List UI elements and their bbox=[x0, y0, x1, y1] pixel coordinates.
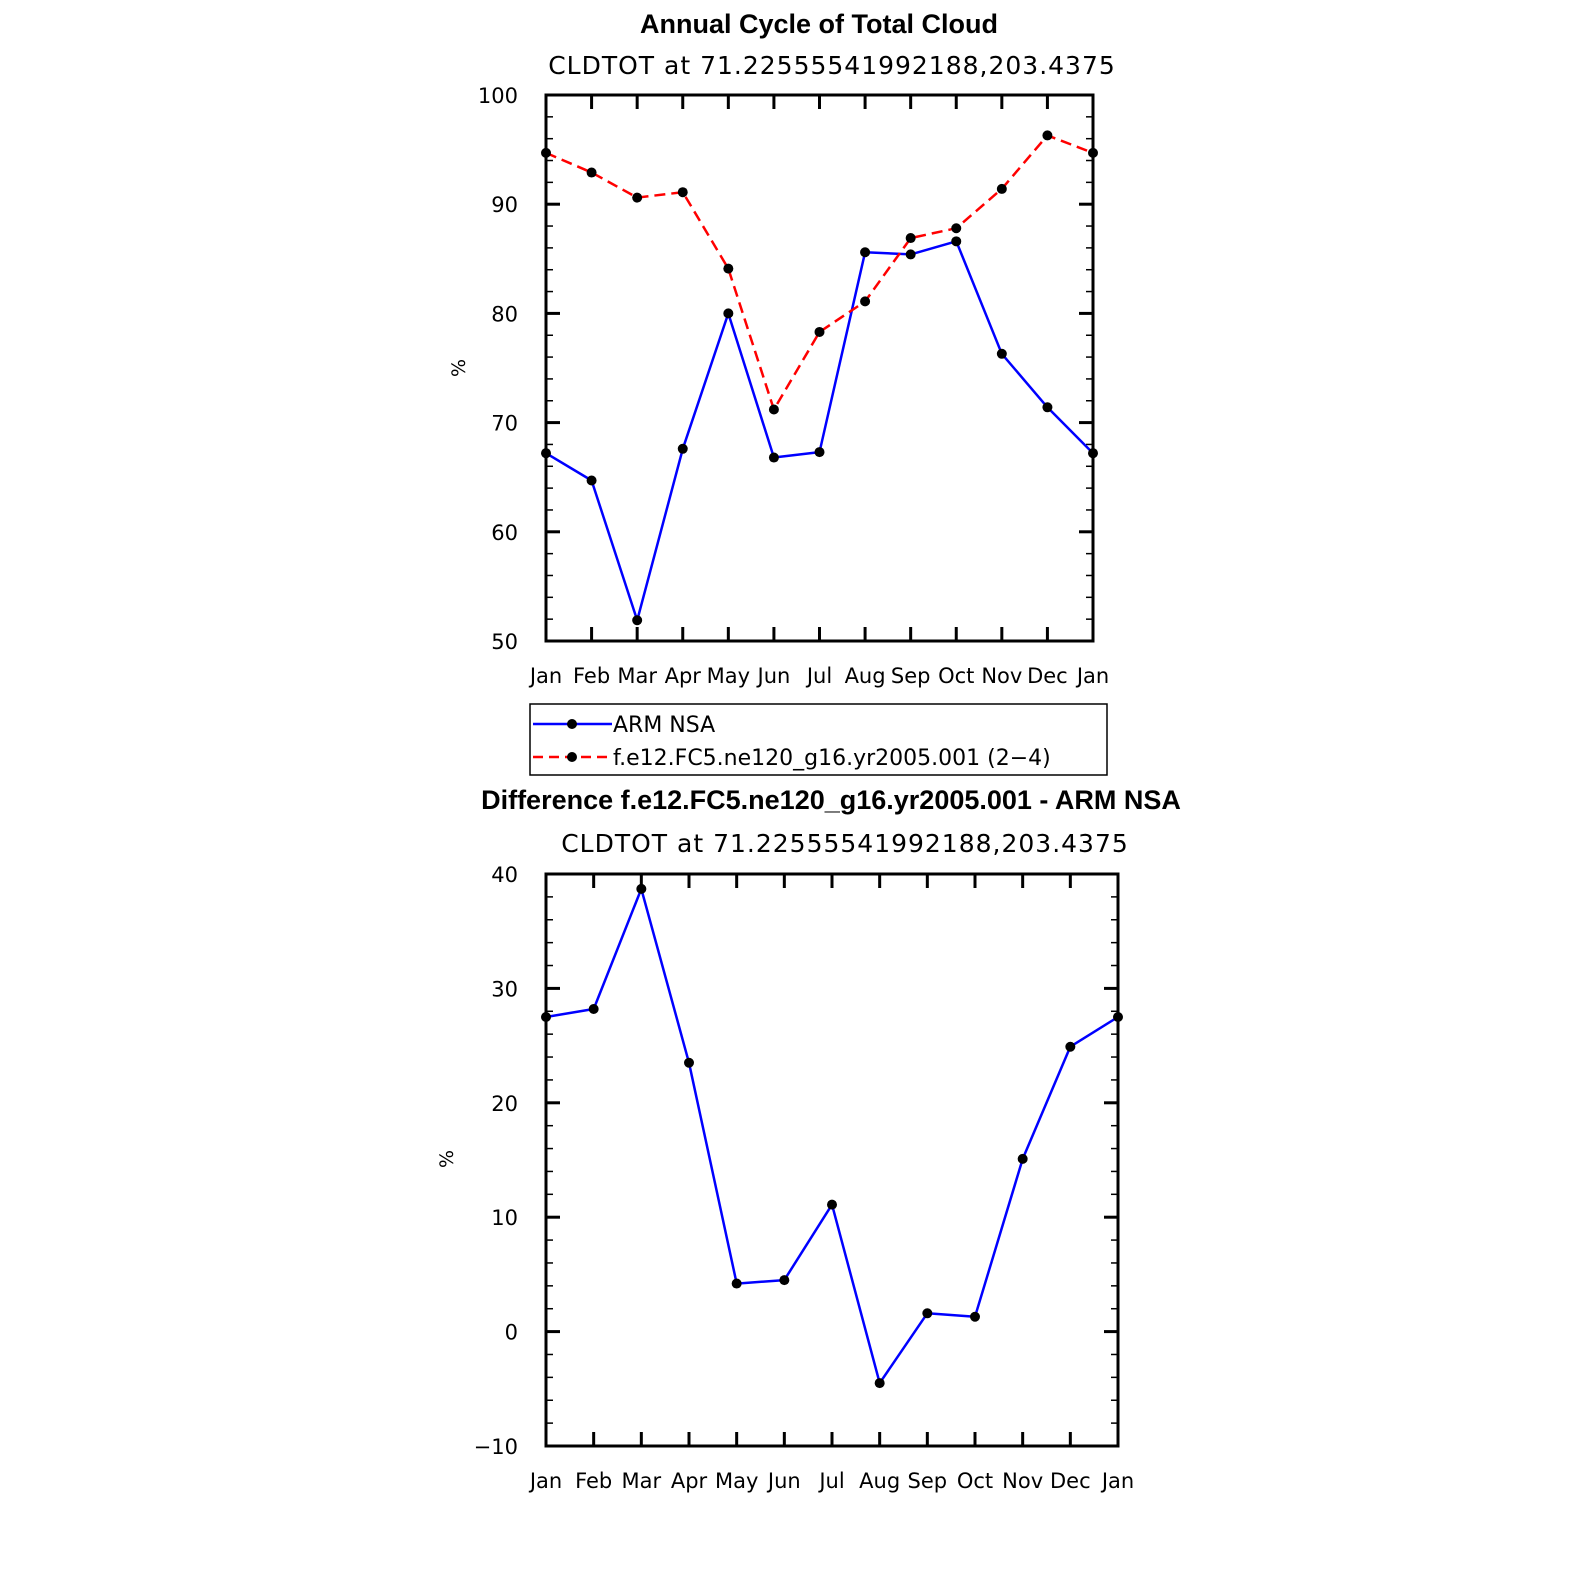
chart1-series-1-point bbox=[905, 249, 916, 260]
chart1-x-tick-label: Mar bbox=[617, 664, 657, 688]
chart1-x-tick-label: Jul bbox=[805, 664, 832, 688]
legend-arm-nsa-marker bbox=[567, 719, 577, 729]
chart1-y-tick-label: 60 bbox=[491, 521, 518, 545]
chart2-y-tick-label: −10 bbox=[474, 1435, 518, 1459]
chart1-x-tick-labels: Jan Feb Mar Apr May Jun Jul Aug Sep Oct Nov Dec Jan bbox=[528, 664, 1109, 688]
chart2-series-1-point bbox=[1017, 1153, 1028, 1164]
chart2-x-tick-label: Mar bbox=[622, 1469, 662, 1493]
chart1-title: Annual Cycle of Total Cloud bbox=[640, 9, 998, 39]
chart1-series-2-point bbox=[905, 233, 916, 244]
chart2-x-tick-label: Apr bbox=[671, 1469, 708, 1493]
chart1-plot-frame bbox=[544, 93, 1095, 643]
chart2-series-1-point bbox=[636, 883, 647, 894]
chart1-series-1-point bbox=[723, 308, 734, 319]
chart2-series-1-point bbox=[1065, 1041, 1076, 1052]
chart2-x-tick-label: Sep bbox=[908, 1469, 948, 1493]
chart2-y-axis-label: % bbox=[436, 1150, 458, 1168]
chart1-x-tick-label: Oct bbox=[938, 664, 974, 688]
chart1-series-1-point bbox=[632, 615, 643, 626]
chart2-y-tick-label: 0 bbox=[505, 1321, 518, 1345]
chart1-x-tick-label: Jan bbox=[1075, 664, 1109, 688]
chart1-x-tick-label: May bbox=[707, 664, 750, 688]
chart2-x-tick-label: Dec bbox=[1050, 1469, 1091, 1493]
difference-chart: Difference f.e12.FC5.ne120_g16.yr2005.00… bbox=[436, 785, 1181, 1493]
chart2-y-tick-label: 40 bbox=[491, 863, 518, 887]
chart2-plot-frame bbox=[544, 872, 1120, 1448]
chart1-y-tick-label: 70 bbox=[491, 412, 518, 436]
chart2-series-1-point bbox=[827, 1199, 837, 1210]
chart1-series-2-point bbox=[586, 167, 597, 178]
chart1-x-tick-label: Jan bbox=[528, 664, 562, 688]
chart2-y-tick-label: 20 bbox=[491, 1092, 518, 1116]
chart2-x-tick-label: May bbox=[715, 1469, 758, 1493]
chart2-x-tick-label: Jul bbox=[817, 1469, 844, 1493]
chart1-series-1-point bbox=[677, 443, 688, 454]
chart1-y-tick-label: 50 bbox=[491, 630, 518, 654]
chart1-series-2-point bbox=[996, 183, 1007, 194]
chart2-x-tick-label: Oct bbox=[957, 1469, 993, 1493]
legend-box bbox=[529, 703, 1108, 776]
chart1-series-2-point bbox=[814, 326, 825, 337]
chart2-x-tick-labels: Jan Feb Mar Apr May Jun Jul Aug Sep Oct Nov Dec Jan bbox=[528, 1469, 1134, 1493]
chart2-series-1-point bbox=[970, 1311, 980, 1322]
chart1-y-tick-label: 100 bbox=[478, 84, 518, 108]
chart1-y-tick-labels: 50 60 70 80 90 100 bbox=[478, 84, 518, 654]
chart2-x-tick-label: Aug bbox=[859, 1469, 900, 1493]
chart1-series-2-point bbox=[951, 223, 962, 234]
chart2-ticks bbox=[544, 872, 1120, 1448]
chart1-series-1-point bbox=[814, 447, 825, 458]
chart1-series-1-point bbox=[996, 348, 1007, 359]
chart1-ticks bbox=[544, 93, 1095, 643]
chart1-series-1-point bbox=[768, 452, 779, 463]
chart2-x-tick-label: Feb bbox=[575, 1469, 612, 1493]
chart1-series-line-1 bbox=[545, 240, 1094, 622]
chart2-series-1-point bbox=[922, 1308, 933, 1319]
chart1-series-1-point bbox=[1042, 402, 1053, 413]
chart2-x-tick-label: Jun bbox=[766, 1469, 801, 1493]
chart1-series bbox=[541, 130, 1098, 626]
chart1-series-2-point bbox=[1042, 130, 1053, 141]
chart2-y-tick-labels: −10 0 10 20 30 40 bbox=[474, 863, 518, 1459]
legend-model-marker bbox=[567, 752, 577, 762]
chart2-series-1-point bbox=[874, 1378, 885, 1389]
chart2-series bbox=[541, 883, 1123, 1389]
chart1-x-tick-label: Jun bbox=[756, 664, 791, 688]
chart2-title: Difference f.e12.FC5.ne120_g16.yr2005.00… bbox=[481, 785, 1181, 815]
chart2-series-1-point bbox=[779, 1275, 790, 1286]
chart2-series-line-1 bbox=[545, 887, 1119, 1385]
chart2-series-1-point bbox=[588, 1003, 599, 1014]
chart1-y-tick-label: 80 bbox=[491, 302, 518, 326]
legend-arm-nsa-label: ARM NSA bbox=[613, 713, 715, 738]
chart1-y-tick-label: 90 bbox=[491, 193, 518, 217]
chart1-x-tick-label: Nov bbox=[981, 664, 1022, 688]
chart1-subtitle: CLDTOT at 71.22555541992188,203.4375 bbox=[548, 51, 1116, 80]
chart1-series-2-point bbox=[677, 187, 688, 198]
chart2-y-tick-label: 30 bbox=[491, 977, 518, 1001]
chart1-legend: ARM NSA f.e12.FC5.ne120_g16.yr2005.001 (… bbox=[529, 703, 1108, 776]
chart2-x-tick-label: Jan bbox=[528, 1469, 562, 1493]
chart1-x-tick-label: Feb bbox=[573, 664, 610, 688]
chart1-series-1-point bbox=[860, 247, 871, 258]
legend-model-label: f.e12.FC5.ne120_g16.yr2005.001 (2−4) bbox=[613, 746, 1051, 771]
chart1-series-1-point bbox=[951, 236, 962, 247]
chart2-x-tick-label: Jan bbox=[1100, 1469, 1134, 1493]
chart2-x-tick-label: Nov bbox=[1002, 1469, 1043, 1493]
chart1-series-2-point bbox=[768, 404, 779, 415]
chart1-y-axis-label: % bbox=[448, 359, 470, 377]
chart1-series-line-2 bbox=[545, 134, 1094, 411]
chart1-x-tick-label: Dec bbox=[1027, 664, 1068, 688]
chart1-series-2-point bbox=[632, 192, 643, 203]
chart1-x-tick-label: Sep bbox=[891, 664, 931, 688]
chart1-series-2-point bbox=[860, 296, 871, 307]
chart2-y-tick-label: 10 bbox=[491, 1206, 518, 1230]
chart1-series-1-point bbox=[586, 475, 597, 486]
chart2-subtitle: CLDTOT at 71.22555541992188,203.4375 bbox=[561, 829, 1129, 858]
chart1-series-2-point bbox=[723, 263, 734, 274]
chart2-series-1-point bbox=[684, 1057, 694, 1068]
chart1-x-tick-label: Apr bbox=[665, 664, 702, 688]
chart1-x-tick-label: Aug bbox=[845, 664, 886, 688]
chart2-series-1-point bbox=[731, 1278, 742, 1289]
annual-cycle-chart: Annual Cycle of Total Cloud CLDTOT at 71… bbox=[448, 9, 1116, 776]
